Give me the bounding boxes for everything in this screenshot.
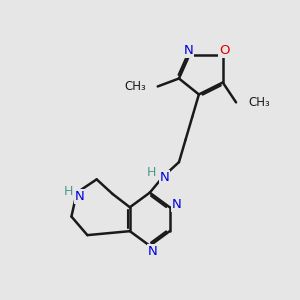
Text: H: H (64, 185, 74, 198)
Text: N: N (148, 244, 157, 258)
Text: N: N (183, 44, 193, 57)
Text: O: O (219, 44, 230, 57)
Text: CH₃: CH₃ (124, 80, 146, 93)
Text: N: N (74, 190, 84, 203)
Text: N: N (160, 171, 169, 184)
Text: H: H (146, 166, 156, 179)
Text: CH₃: CH₃ (248, 96, 270, 109)
Text: N: N (171, 198, 181, 211)
